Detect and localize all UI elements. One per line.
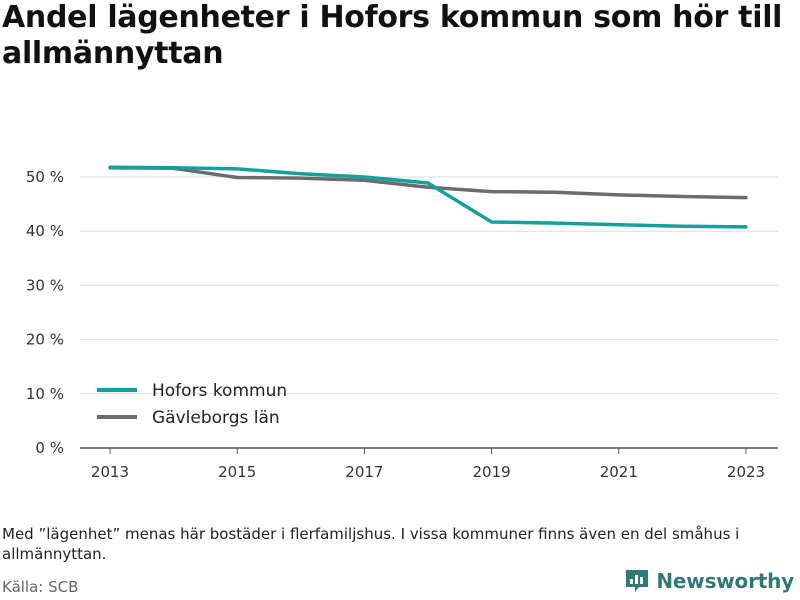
- series-lines: [108, 165, 748, 229]
- x-axis: 2013 2015 2017 2019 2021 2023: [80, 447, 778, 481]
- x-tick-label: 2015: [218, 463, 256, 481]
- legend-label: Gävleborgs län: [152, 408, 280, 428]
- y-tick-label: 0 %: [35, 439, 64, 457]
- x-tick-label: 2017: [345, 463, 383, 481]
- footnote: Med ”lägenhet” menas här bostäder i fler…: [2, 525, 740, 563]
- x-tick-label: 2019: [473, 463, 511, 481]
- brand-name: Newsworthy: [656, 569, 794, 593]
- y-tick-label: 30 %: [26, 276, 64, 294]
- brand-logo: Newsworthy: [624, 568, 794, 594]
- source-label: Källa: SCB: [2, 578, 79, 596]
- newsworthy-icon: [626, 570, 649, 592]
- y-tick-label: 50 %: [26, 168, 64, 186]
- y-tick-label: 20 %: [26, 331, 64, 349]
- grid-lines: [80, 176, 778, 395]
- legend-label: Hofors kommun: [152, 381, 287, 401]
- x-tick-label: 2021: [600, 463, 638, 481]
- chart-title: Andel lägenheter i Hofors kommun som hör…: [2, 0, 783, 71]
- y-axis-ticks: 0 % 10 % 20 % 30 % 40 % 50 %: [26, 168, 64, 457]
- series-line-hofors: [108, 165, 748, 229]
- line-chart: 0 % 10 % 20 % 30 % 40 % 50 % 2013 2015 2017 2019…: [26, 165, 778, 481]
- x-tick-label: 2013: [91, 463, 129, 481]
- y-tick-label: 10 %: [26, 385, 64, 403]
- legend: Hofors kommun Gävleborgs län: [97, 381, 287, 428]
- series-line-gavleborg: [108, 166, 748, 200]
- x-tick-label: 2023: [727, 463, 765, 481]
- y-tick-label: 40 %: [26, 222, 64, 240]
